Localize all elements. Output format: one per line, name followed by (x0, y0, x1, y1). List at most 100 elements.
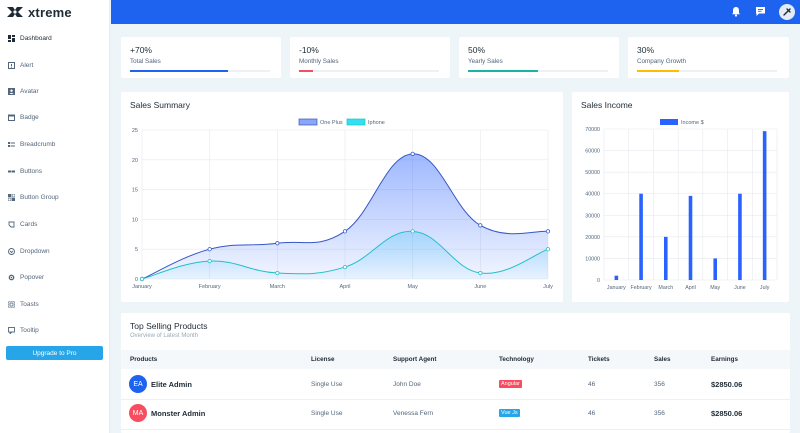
card-title: Top Selling Products (130, 321, 208, 331)
data-point (545, 247, 551, 252)
stat-progress-track (468, 70, 608, 72)
sidebar-item-tooltip[interactable]: Tooltip (8, 323, 108, 337)
card-title: Sales Income (581, 100, 633, 110)
sidebar-item-label: Dashboard (20, 34, 52, 42)
stat-value: -10% (299, 45, 319, 55)
x-tick-label: July (760, 285, 770, 291)
upgrade-to-pro-button[interactable]: Upgrade to Pro (6, 346, 103, 360)
sidebar-item-label: Avatar (20, 87, 39, 95)
stat-progress-fill (637, 70, 679, 72)
y-tick-label: 5 (135, 247, 138, 253)
sidebar-item-badge[interactable]: Badge (8, 110, 108, 124)
data-point (545, 229, 551, 234)
x-tick-label: May (710, 285, 720, 291)
bar (762, 131, 767, 280)
table-row[interactable]: MA Monster Admin Single Use Venessa Fern… (121, 400, 790, 428)
legend-swatch (660, 119, 678, 125)
sidebar-item-avatar[interactable]: Avatar (8, 84, 108, 98)
y-tick-label: 10 (132, 217, 138, 223)
sidebar-item-label: Button Group (20, 193, 59, 201)
sidebar-item-cards[interactable]: Cards (8, 217, 108, 231)
product-name: Elite Admin (151, 380, 192, 389)
sidebar-item-buttons[interactable]: Buttons (8, 164, 108, 178)
legend-label: One Plus (320, 120, 343, 126)
sidebar-item-toasts[interactable]: Toasts (8, 297, 108, 311)
sales-summary-chart: 0 5 10 15 20 25 January February March April May Ju… (132, 118, 553, 290)
sidebar-item-label: Breadcrumb (20, 140, 56, 148)
sidebar-item-label: Popover (20, 273, 45, 281)
y-tick-label: 10000 (585, 256, 600, 262)
sidebar-item-alert[interactable]: Alert (8, 58, 108, 72)
sidebar-item-popover[interactable]: Popover (8, 270, 108, 284)
stat-progress-track (130, 70, 270, 72)
sidebar-item-label: Toasts (20, 300, 39, 308)
message-icon[interactable] (755, 6, 766, 17)
legend-label: Income $ (681, 120, 704, 126)
x-tick-label: April (685, 285, 696, 291)
logo-icon (7, 7, 23, 17)
breadcrumb-icon (8, 141, 15, 147)
column-header: Earnings (711, 356, 738, 363)
sales-income-card: Sales Income 0 10000 20000 30000 40000 50000 6… (572, 92, 789, 302)
toasts-icon (8, 300, 15, 308)
tooltip-icon (8, 326, 15, 334)
stat-progress-fill (299, 70, 313, 72)
button-group-icon (8, 193, 15, 201)
sidebar-item-label: Cards (20, 220, 38, 228)
sidebar-item-button-group[interactable]: Button Group (8, 190, 108, 204)
data-point (410, 229, 415, 234)
x-tick-label: March (658, 285, 673, 291)
stat-label: Total Sales (130, 58, 161, 65)
sidebar-item-label: Tooltip (20, 326, 39, 334)
stat-value: 50% (468, 45, 486, 55)
user-icon (783, 8, 791, 16)
stat-progress-track (299, 70, 439, 72)
stat-card-yearly-sales: 50% Yearly Sales (459, 37, 619, 78)
sidebar-item-dashboard[interactable]: Dashboard (8, 31, 108, 45)
card-title: Sales Summary (130, 100, 190, 110)
data-point (410, 151, 415, 156)
y-tick-label: 30000 (585, 213, 600, 219)
sidebar-item-breadcrumb[interactable]: Breadcrumb (8, 137, 108, 151)
product-avatar: MA (129, 404, 147, 422)
avatar-icon (8, 87, 15, 95)
technology-badge: Angular (499, 380, 522, 388)
y-tick-label: 70000 (585, 127, 600, 133)
topbar (111, 0, 800, 24)
card-subtitle: Overview of Latest Month (130, 333, 199, 339)
license: Single Use (311, 410, 343, 417)
table-row[interactable]: EA Elite Admin Single Use John Doe Angul… (121, 370, 790, 398)
stat-value: +70% (130, 45, 152, 55)
top-selling-card: Top Selling Products Overview of Latest … (121, 313, 790, 433)
sidebar: xtreme Dashboard Alert Avatar Badge Brea… (0, 0, 110, 433)
user-avatar-icon[interactable] (779, 4, 795, 20)
badge-icon (8, 114, 15, 121)
bar (614, 275, 619, 280)
data-point (139, 276, 145, 282)
product-avatar: EA (129, 375, 147, 393)
brand-logo[interactable]: xtreme (6, 3, 72, 21)
dashboard-icon (8, 34, 15, 42)
bell-icon[interactable] (731, 6, 741, 17)
y-tick-label: 0 (597, 278, 600, 284)
column-header: Sales (654, 356, 671, 363)
column-header: Products (130, 356, 158, 363)
sidebar-item-label: Badge (20, 113, 39, 121)
series-area (142, 153, 548, 279)
data-point (342, 229, 348, 234)
sidebar-item-dropdown[interactable]: Dropdown (8, 244, 108, 258)
bar (738, 193, 742, 280)
sidebar-item-label: Buttons (20, 167, 43, 175)
x-tick-label: January (607, 285, 626, 291)
tickets: 46 (588, 381, 596, 388)
column-header: Tickets (588, 356, 610, 363)
table-header (121, 350, 790, 369)
column-header: License (311, 356, 335, 363)
sales: 356 (654, 381, 665, 388)
data-point (207, 247, 212, 252)
stat-value: 30% (637, 45, 655, 55)
bar (713, 258, 718, 280)
stat-card-total-sales: +70% Total Sales (121, 37, 281, 78)
sidebar-item-label: Dropdown (20, 247, 50, 255)
x-tick-label: February (630, 285, 652, 291)
